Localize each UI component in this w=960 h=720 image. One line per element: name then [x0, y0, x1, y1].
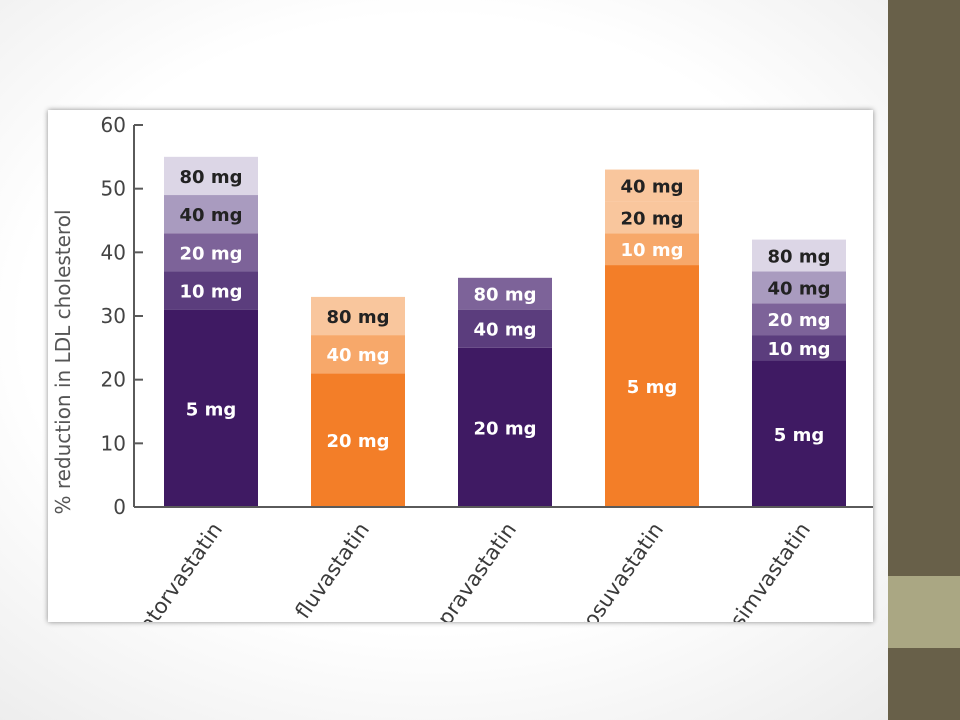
segment-dose-label: 10 mg: [768, 339, 831, 360]
y-tick-label: 10: [101, 431, 126, 455]
segment-dose-label: 40 mg: [474, 320, 537, 341]
y-tick-label: 0: [113, 495, 126, 519]
segment-dose-label: 5 mg: [774, 425, 824, 446]
ldl-reduction-chart: 0 10 20 30 40 50 60 5 mg 10 mg 20 mg 40 mg 80 mg 20…: [51, 113, 873, 622]
segment-dose-label: 20 mg: [474, 418, 537, 439]
segment-dose-label: 40 mg: [327, 345, 390, 366]
bar-segment: [311, 373, 405, 507]
chart-panel: 0 10 20 30 40 50 60 5 mg 10 mg 20 mg 40 mg 80 mg 20…: [48, 110, 873, 622]
x-tick-label: pravastatin: [433, 518, 521, 622]
bar-segment: [164, 233, 258, 272]
bar-segment: [605, 169, 699, 202]
x-tick-label: fluvastatin: [291, 518, 374, 622]
segment-dose-label: 20 mg: [327, 431, 390, 452]
segment-dose-label: 10 mg: [180, 282, 243, 303]
x-tick-label: simvastatin: [725, 518, 815, 622]
x-tick-label: rosuvastatin: [574, 518, 668, 622]
segment-dose-label: 80 mg: [327, 307, 390, 328]
bar-segment: [752, 271, 846, 304]
segment-dose-label: 40 mg: [768, 278, 831, 299]
bar-segment: [458, 309, 552, 348]
segment-dose-label: 80 mg: [180, 167, 243, 188]
segment-dose-label: 5 mg: [186, 399, 236, 420]
segment-dose-label: 20 mg: [768, 310, 831, 331]
y-tick-label: 50: [101, 177, 126, 201]
y-axis-label: % reduction in LDL cholesterol: [51, 209, 75, 514]
segment-dose-label: 5 mg: [627, 377, 677, 398]
y-tick-label: 40: [101, 240, 126, 264]
segment-dose-label: 20 mg: [621, 208, 684, 229]
bar-segment: [605, 201, 699, 234]
segment-dose-label: 40 mg: [180, 205, 243, 226]
bars: 5 mg 10 mg 20 mg 40 mg 80 mg 20 mg 40 mg 80 mg 2…: [164, 156, 846, 507]
x-axis: atorvastatin fluvastatin pravastatin rosuva…: [134, 506, 873, 622]
bar-segment: [164, 271, 258, 310]
bar-segment: [164, 156, 258, 196]
segment-dose-label: 20 mg: [180, 243, 243, 264]
bar-segment: [752, 360, 846, 507]
y-tick-label: 30: [101, 304, 126, 328]
bar-segment: [752, 303, 846, 336]
segment-dose-label: 80 mg: [768, 247, 831, 268]
segment-dose-label: 10 mg: [621, 240, 684, 261]
bar-segment: [458, 277, 552, 310]
bar-segment: [752, 239, 846, 272]
x-tick-label: atorvastatin: [134, 518, 227, 622]
bar-segment: [458, 347, 552, 507]
bar-segment: [164, 309, 258, 507]
bar-segment: [164, 195, 258, 234]
slide-side-accent: [888, 576, 960, 648]
segment-dose-label: 40 mg: [621, 176, 684, 197]
y-tick-label: 20: [101, 368, 126, 392]
bar-segment: [605, 233, 699, 266]
bar-segment: [311, 335, 405, 374]
y-tick-label: 60: [101, 113, 126, 137]
y-axis: 0 10 20 30 40 50 60: [101, 113, 143, 519]
bar-segment: [752, 335, 846, 361]
bar-segment: [605, 265, 699, 507]
segment-dose-label: 80 mg: [474, 285, 537, 306]
bar-segment: [311, 296, 405, 336]
